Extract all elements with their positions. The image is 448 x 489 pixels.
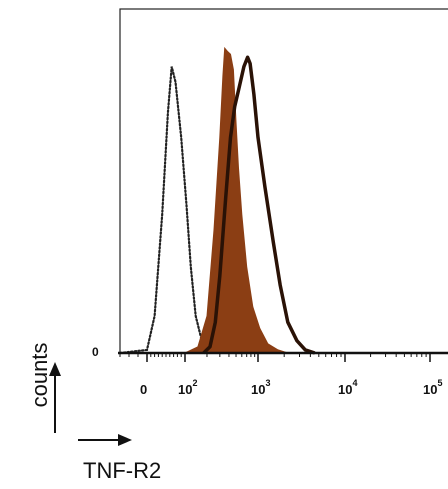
x-axis-arrow-head: [118, 434, 132, 446]
x-tick-label-1: 102: [178, 378, 197, 397]
x-axis-minor-ticks: [119, 353, 427, 357]
x-axis-major-ticks: [146, 353, 431, 362]
series-layer: [118, 46, 316, 355]
histogram-series-2: [184, 46, 288, 354]
x-tick-label-0: 0: [140, 382, 147, 397]
x-tick-label-2: 103: [251, 378, 270, 397]
x-axis-tick-labels: 0 102 103 104 105: [140, 378, 442, 397]
histogram-series-3: [202, 55, 316, 355]
x-tick-label-4: 105: [423, 378, 442, 397]
y-zero-label: 0: [92, 345, 99, 359]
y-axis-title: counts: [27, 343, 52, 408]
y-axis-arrow-head: [49, 362, 61, 376]
x-axis-title: TNF-R2: [83, 458, 161, 483]
x-tick-label-3: 104: [338, 378, 357, 397]
